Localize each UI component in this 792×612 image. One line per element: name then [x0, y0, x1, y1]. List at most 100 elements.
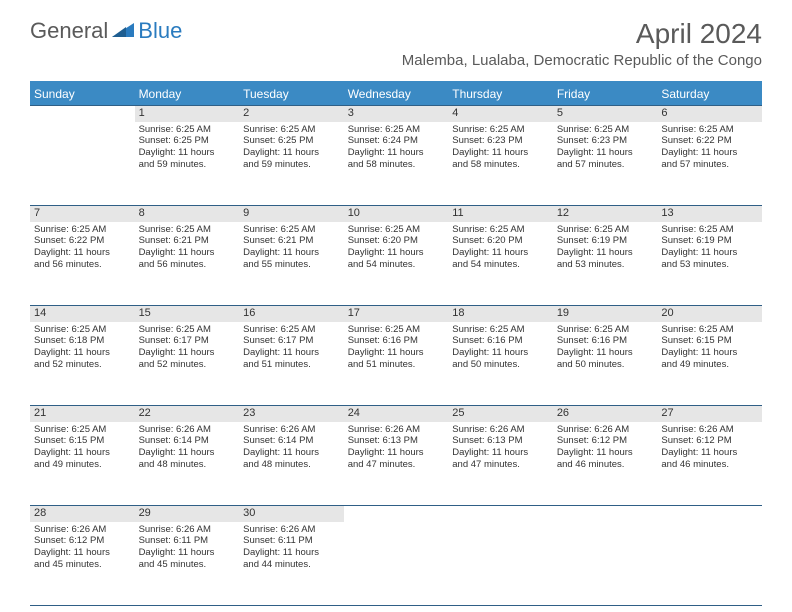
day-sunset: Sunset: 6:23 PM — [557, 135, 654, 147]
day-sunrise: Sunrise: 6:26 AM — [139, 524, 236, 536]
calendar-table: Sunday Monday Tuesday Wednesday Thursday… — [30, 81, 762, 606]
day-d2: and 58 minutes. — [348, 159, 445, 171]
day-d1: Daylight: 11 hours — [139, 347, 236, 359]
day-sunset: Sunset: 6:17 PM — [243, 335, 340, 347]
day-number: 6 — [657, 106, 762, 122]
day-d1: Daylight: 11 hours — [243, 547, 340, 559]
day-cell: Sunrise: 6:25 AMSunset: 6:15 PMDaylight:… — [30, 422, 135, 506]
day-cell: Sunrise: 6:26 AMSunset: 6:11 PMDaylight:… — [239, 522, 344, 606]
day-d1: Daylight: 11 hours — [34, 347, 131, 359]
day-number: 8 — [135, 206, 240, 222]
day-sunset: Sunset: 6:23 PM — [452, 135, 549, 147]
day-number — [657, 506, 762, 522]
day-sunset: Sunset: 6:15 PM — [34, 435, 131, 447]
day-d1: Daylight: 11 hours — [243, 247, 340, 259]
detail-row: Sunrise: 6:26 AMSunset: 6:12 PMDaylight:… — [30, 522, 762, 606]
day-cell: Sunrise: 6:26 AMSunset: 6:13 PMDaylight:… — [448, 422, 553, 506]
day-sunset: Sunset: 6:21 PM — [139, 235, 236, 247]
day-cell: Sunrise: 6:25 AMSunset: 6:21 PMDaylight:… — [135, 222, 240, 306]
day-number — [344, 506, 449, 522]
day-d2: and 45 minutes. — [139, 559, 236, 571]
day-cell: Sunrise: 6:25 AMSunset: 6:16 PMDaylight:… — [344, 322, 449, 406]
day-sunset: Sunset: 6:19 PM — [661, 235, 758, 247]
day-sunrise: Sunrise: 6:25 AM — [661, 224, 758, 236]
day-d1: Daylight: 11 hours — [452, 347, 549, 359]
day-d2: and 54 minutes. — [452, 259, 549, 271]
daynum-row: 282930 — [30, 506, 762, 522]
weekday-header: Tuesday — [239, 82, 344, 106]
day-number: 19 — [553, 306, 658, 322]
day-sunset: Sunset: 6:13 PM — [452, 435, 549, 447]
day-d2: and 44 minutes. — [243, 559, 340, 571]
day-sunset: Sunset: 6:11 PM — [243, 535, 340, 547]
day-d2: and 57 minutes. — [661, 159, 758, 171]
day-d2: and 45 minutes. — [34, 559, 131, 571]
title-block: April 2024 Malemba, Lualaba, Democratic … — [402, 18, 762, 69]
weekday-header: Friday — [553, 82, 658, 106]
day-sunset: Sunset: 6:16 PM — [557, 335, 654, 347]
logo-text-blue: Blue — [138, 18, 182, 44]
day-sunrise: Sunrise: 6:25 AM — [139, 324, 236, 336]
day-number: 1 — [135, 106, 240, 122]
day-sunset: Sunset: 6:20 PM — [452, 235, 549, 247]
day-number: 4 — [448, 106, 553, 122]
day-sunset: Sunset: 6:25 PM — [139, 135, 236, 147]
day-number: 22 — [135, 406, 240, 422]
day-d2: and 52 minutes. — [139, 359, 236, 371]
day-number: 23 — [239, 406, 344, 422]
day-number: 13 — [657, 206, 762, 222]
day-cell: Sunrise: 6:25 AMSunset: 6:21 PMDaylight:… — [239, 222, 344, 306]
day-number: 15 — [135, 306, 240, 322]
day-number: 20 — [657, 306, 762, 322]
day-d1: Daylight: 11 hours — [243, 147, 340, 159]
daynum-row: 123456 — [30, 106, 762, 122]
day-sunset: Sunset: 6:13 PM — [348, 435, 445, 447]
day-cell: Sunrise: 6:25 AMSunset: 6:15 PMDaylight:… — [657, 322, 762, 406]
day-sunrise: Sunrise: 6:25 AM — [139, 224, 236, 236]
day-cell: Sunrise: 6:25 AMSunset: 6:19 PMDaylight:… — [553, 222, 658, 306]
day-sunrise: Sunrise: 6:25 AM — [661, 124, 758, 136]
day-sunset: Sunset: 6:16 PM — [348, 335, 445, 347]
day-d2: and 57 minutes. — [557, 159, 654, 171]
day-number — [30, 106, 135, 122]
day-d1: Daylight: 11 hours — [139, 147, 236, 159]
day-number: 18 — [448, 306, 553, 322]
day-cell: Sunrise: 6:26 AMSunset: 6:12 PMDaylight:… — [657, 422, 762, 506]
day-sunset: Sunset: 6:16 PM — [452, 335, 549, 347]
day-cell: Sunrise: 6:25 AMSunset: 6:22 PMDaylight:… — [657, 122, 762, 206]
detail-row: Sunrise: 6:25 AMSunset: 6:22 PMDaylight:… — [30, 222, 762, 306]
day-number: 16 — [239, 306, 344, 322]
day-cell — [30, 122, 135, 206]
day-cell: Sunrise: 6:25 AMSunset: 6:20 PMDaylight:… — [448, 222, 553, 306]
weekday-header: Saturday — [657, 82, 762, 106]
day-sunrise: Sunrise: 6:25 AM — [452, 324, 549, 336]
day-sunset: Sunset: 6:18 PM — [34, 335, 131, 347]
day-d1: Daylight: 11 hours — [139, 447, 236, 459]
day-d2: and 47 minutes. — [348, 459, 445, 471]
day-sunset: Sunset: 6:14 PM — [139, 435, 236, 447]
day-d2: and 56 minutes. — [34, 259, 131, 271]
day-number — [448, 506, 553, 522]
day-d1: Daylight: 11 hours — [661, 147, 758, 159]
day-d2: and 53 minutes. — [557, 259, 654, 271]
logo-text-general: General — [30, 18, 108, 44]
day-d2: and 52 minutes. — [34, 359, 131, 371]
day-d1: Daylight: 11 hours — [34, 447, 131, 459]
detail-row: Sunrise: 6:25 AMSunset: 6:25 PMDaylight:… — [30, 122, 762, 206]
day-sunrise: Sunrise: 6:26 AM — [452, 424, 549, 436]
day-number: 3 — [344, 106, 449, 122]
day-sunrise: Sunrise: 6:26 AM — [34, 524, 131, 536]
day-d1: Daylight: 11 hours — [557, 147, 654, 159]
day-d2: and 48 minutes. — [243, 459, 340, 471]
detail-row: Sunrise: 6:25 AMSunset: 6:18 PMDaylight:… — [30, 322, 762, 406]
day-number: 5 — [553, 106, 658, 122]
day-d2: and 54 minutes. — [348, 259, 445, 271]
day-d1: Daylight: 11 hours — [348, 147, 445, 159]
weekday-header: Sunday — [30, 82, 135, 106]
day-sunrise: Sunrise: 6:26 AM — [243, 424, 340, 436]
day-sunrise: Sunrise: 6:25 AM — [557, 124, 654, 136]
day-d2: and 53 minutes. — [661, 259, 758, 271]
day-d2: and 51 minutes. — [348, 359, 445, 371]
day-d1: Daylight: 11 hours — [452, 447, 549, 459]
day-cell: Sunrise: 6:26 AMSunset: 6:13 PMDaylight:… — [344, 422, 449, 506]
